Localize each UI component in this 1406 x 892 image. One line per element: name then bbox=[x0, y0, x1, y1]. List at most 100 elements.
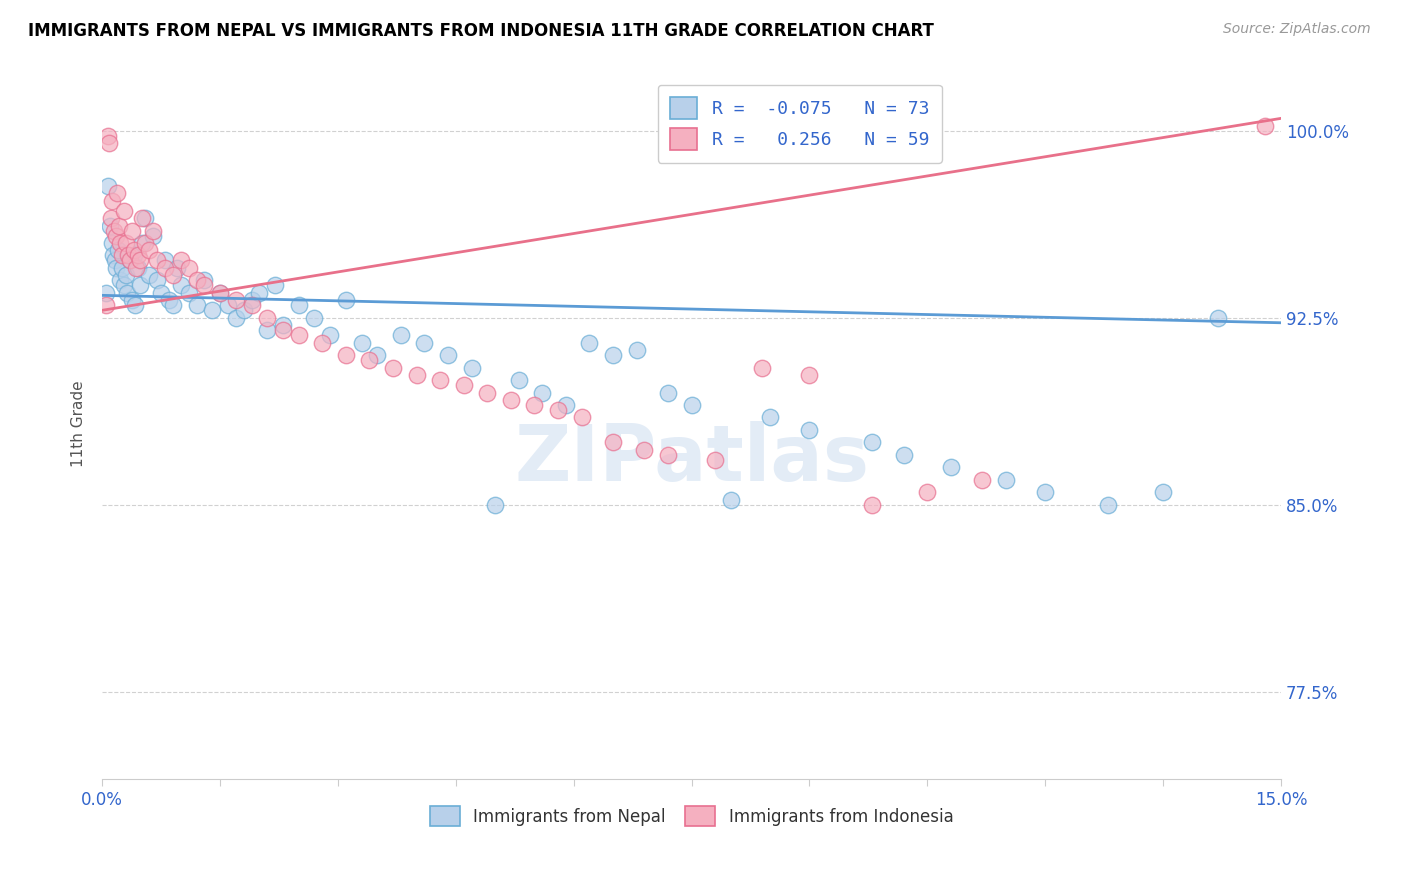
Point bbox=[547, 403, 569, 417]
Point bbox=[112, 278, 135, 293]
Text: IMMIGRANTS FROM NEPAL VS IMMIGRANTS FROM INDONESIA 11TH GRADE CORRELATION CHART: IMMIGRANTS FROM NEPAL VS IMMIGRANTS FROM… bbox=[28, 22, 934, 40]
Point bbox=[107, 219, 129, 233]
Point bbox=[860, 498, 883, 512]
Point bbox=[170, 278, 193, 293]
Point bbox=[146, 253, 169, 268]
Point bbox=[94, 285, 117, 300]
Point bbox=[759, 410, 782, 425]
Point bbox=[193, 273, 215, 287]
Text: ZIPatlas: ZIPatlas bbox=[515, 421, 869, 497]
Point bbox=[121, 223, 143, 237]
Point bbox=[359, 353, 381, 368]
Point bbox=[437, 348, 460, 362]
Point bbox=[118, 253, 141, 268]
Point bbox=[1206, 310, 1229, 325]
Point bbox=[125, 260, 148, 275]
Point bbox=[129, 278, 152, 293]
Point bbox=[499, 392, 522, 407]
Point bbox=[104, 228, 127, 243]
Point bbox=[460, 360, 482, 375]
Point bbox=[177, 260, 200, 275]
Point bbox=[531, 385, 554, 400]
Point bbox=[177, 285, 200, 300]
Point bbox=[146, 273, 169, 287]
Point bbox=[166, 260, 188, 275]
Point bbox=[405, 368, 427, 383]
Point bbox=[108, 273, 131, 287]
Point bbox=[1152, 485, 1174, 500]
Point bbox=[453, 378, 475, 392]
Point bbox=[101, 194, 124, 208]
Point bbox=[186, 273, 208, 287]
Point bbox=[381, 360, 404, 375]
Point bbox=[124, 298, 146, 312]
Point bbox=[105, 260, 128, 275]
Point bbox=[100, 235, 122, 250]
Point bbox=[720, 492, 742, 507]
Point bbox=[122, 244, 145, 258]
Point bbox=[129, 253, 152, 268]
Point bbox=[633, 442, 655, 457]
Point bbox=[429, 373, 451, 387]
Point bbox=[994, 473, 1017, 487]
Point bbox=[319, 328, 342, 343]
Point bbox=[117, 248, 139, 262]
Point bbox=[571, 410, 593, 425]
Point bbox=[335, 348, 357, 362]
Point bbox=[110, 235, 132, 250]
Point bbox=[972, 473, 994, 487]
Point bbox=[153, 260, 176, 275]
Point bbox=[240, 298, 263, 312]
Point bbox=[240, 293, 263, 308]
Point bbox=[917, 485, 939, 500]
Point bbox=[127, 248, 149, 262]
Point bbox=[271, 318, 294, 333]
Point bbox=[1033, 485, 1056, 500]
Point bbox=[98, 219, 121, 233]
Point bbox=[121, 293, 143, 308]
Text: Source: ZipAtlas.com: Source: ZipAtlas.com bbox=[1223, 22, 1371, 37]
Point bbox=[256, 310, 278, 325]
Point bbox=[209, 285, 232, 300]
Point bbox=[271, 323, 294, 337]
Point bbox=[94, 298, 117, 312]
Point bbox=[114, 268, 136, 283]
Point bbox=[799, 423, 821, 437]
Point bbox=[138, 244, 160, 258]
Point bbox=[602, 348, 624, 362]
Point bbox=[578, 335, 600, 350]
Point bbox=[118, 253, 141, 268]
Point bbox=[225, 293, 247, 308]
Point bbox=[554, 398, 576, 412]
Point bbox=[201, 303, 224, 318]
Point bbox=[142, 228, 165, 243]
Point bbox=[287, 298, 309, 312]
Point bbox=[484, 498, 506, 512]
Point bbox=[799, 368, 821, 383]
Point bbox=[134, 211, 156, 225]
Point bbox=[225, 310, 247, 325]
Point bbox=[162, 298, 184, 312]
Point bbox=[131, 235, 153, 250]
Point bbox=[366, 348, 388, 362]
Point bbox=[162, 268, 184, 283]
Point bbox=[100, 211, 122, 225]
Point bbox=[247, 285, 270, 300]
Point bbox=[103, 223, 125, 237]
Point bbox=[477, 385, 499, 400]
Point bbox=[193, 278, 215, 293]
Point bbox=[97, 128, 120, 143]
Point bbox=[1254, 119, 1277, 133]
Point bbox=[350, 335, 373, 350]
Point bbox=[508, 373, 530, 387]
Point bbox=[138, 268, 160, 283]
Point bbox=[134, 235, 156, 250]
Point bbox=[704, 453, 727, 467]
Point bbox=[256, 323, 278, 337]
Point bbox=[117, 285, 139, 300]
Point bbox=[860, 435, 883, 450]
Point bbox=[111, 260, 134, 275]
Point bbox=[209, 285, 232, 300]
Point bbox=[150, 285, 173, 300]
Point bbox=[111, 248, 134, 262]
